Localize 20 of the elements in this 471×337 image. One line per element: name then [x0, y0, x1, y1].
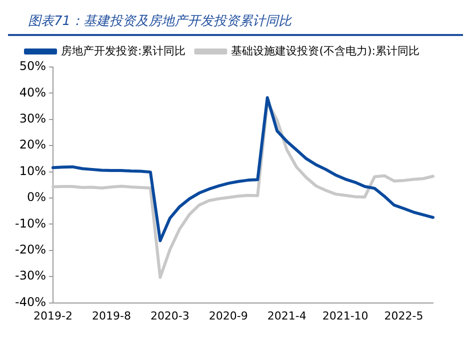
- y-tick-label: -30%: [14, 268, 46, 283]
- y-tick-label: 20%: [19, 138, 46, 152]
- chart-title: 图表71：基建投资及房地产开发投资累计同比: [8, 8, 463, 36]
- y-tick-label: 10%: [19, 164, 46, 178]
- x-tick-label: 2020-3: [150, 309, 190, 322]
- legend-label: 基础设施建设投资(不含电力):累计同比: [231, 44, 420, 58]
- y-tick-label: 40%: [19, 85, 46, 100]
- x-tick-label: 2021-4: [267, 309, 306, 322]
- x-tick-label: 2022-5: [384, 309, 424, 322]
- y-tick-label: -40%: [14, 294, 46, 309]
- y-tick-label: 30%: [19, 112, 46, 126]
- legend-label: 房地产开发投资:累计同比: [61, 44, 186, 58]
- x-tick-label: 2020-9: [208, 309, 248, 322]
- x-tick-label: 2019-2: [34, 309, 72, 322]
- x-tick-label: 2021-10: [322, 309, 368, 322]
- y-tick-label: 50%: [19, 59, 46, 74]
- x-tick-label: 2019-8: [92, 309, 131, 322]
- y-tick-label: -20%: [14, 242, 46, 257]
- y-tick-label: -10%: [14, 216, 46, 230]
- y-tick-label: 0%: [26, 190, 46, 204]
